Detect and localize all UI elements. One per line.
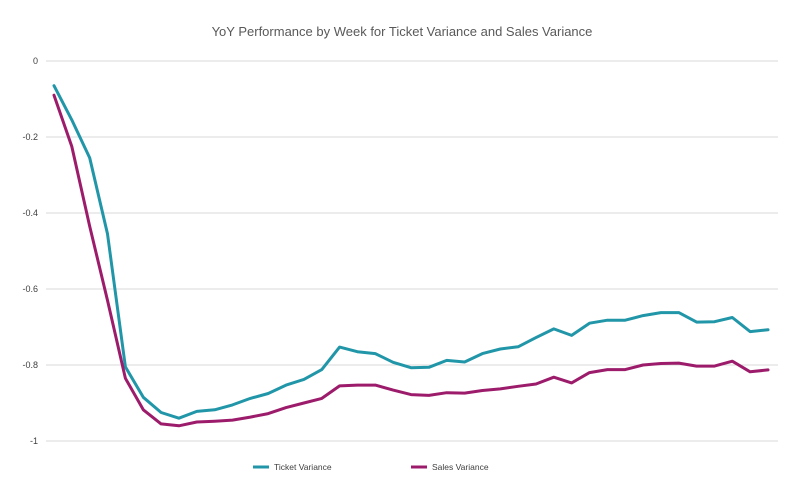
y-tick-label: -0.4 bbox=[22, 208, 38, 218]
series-line-sales-variance bbox=[52, 93, 770, 428]
y-tick-label: -1 bbox=[30, 436, 38, 446]
series-lines bbox=[52, 84, 770, 428]
legend-label: Sales Variance bbox=[432, 462, 489, 472]
legend: Ticket Variance Sales Variance bbox=[253, 462, 489, 472]
chart-title: YoY Performance by Week for Ticket Varia… bbox=[212, 24, 593, 39]
legend-label: Ticket Variance bbox=[274, 462, 332, 472]
y-tick-label: -0.2 bbox=[22, 132, 38, 142]
y-tick-label: -0.8 bbox=[22, 360, 38, 370]
y-tick-label: 0 bbox=[33, 56, 38, 66]
series-line-ticket-variance bbox=[52, 84, 770, 420]
gridlines bbox=[46, 60, 778, 442]
y-tick-label: -0.6 bbox=[22, 284, 38, 294]
y-axis-ticks: 0 -0.2 -0.4 -0.6 -0.8 -1 bbox=[22, 56, 38, 446]
